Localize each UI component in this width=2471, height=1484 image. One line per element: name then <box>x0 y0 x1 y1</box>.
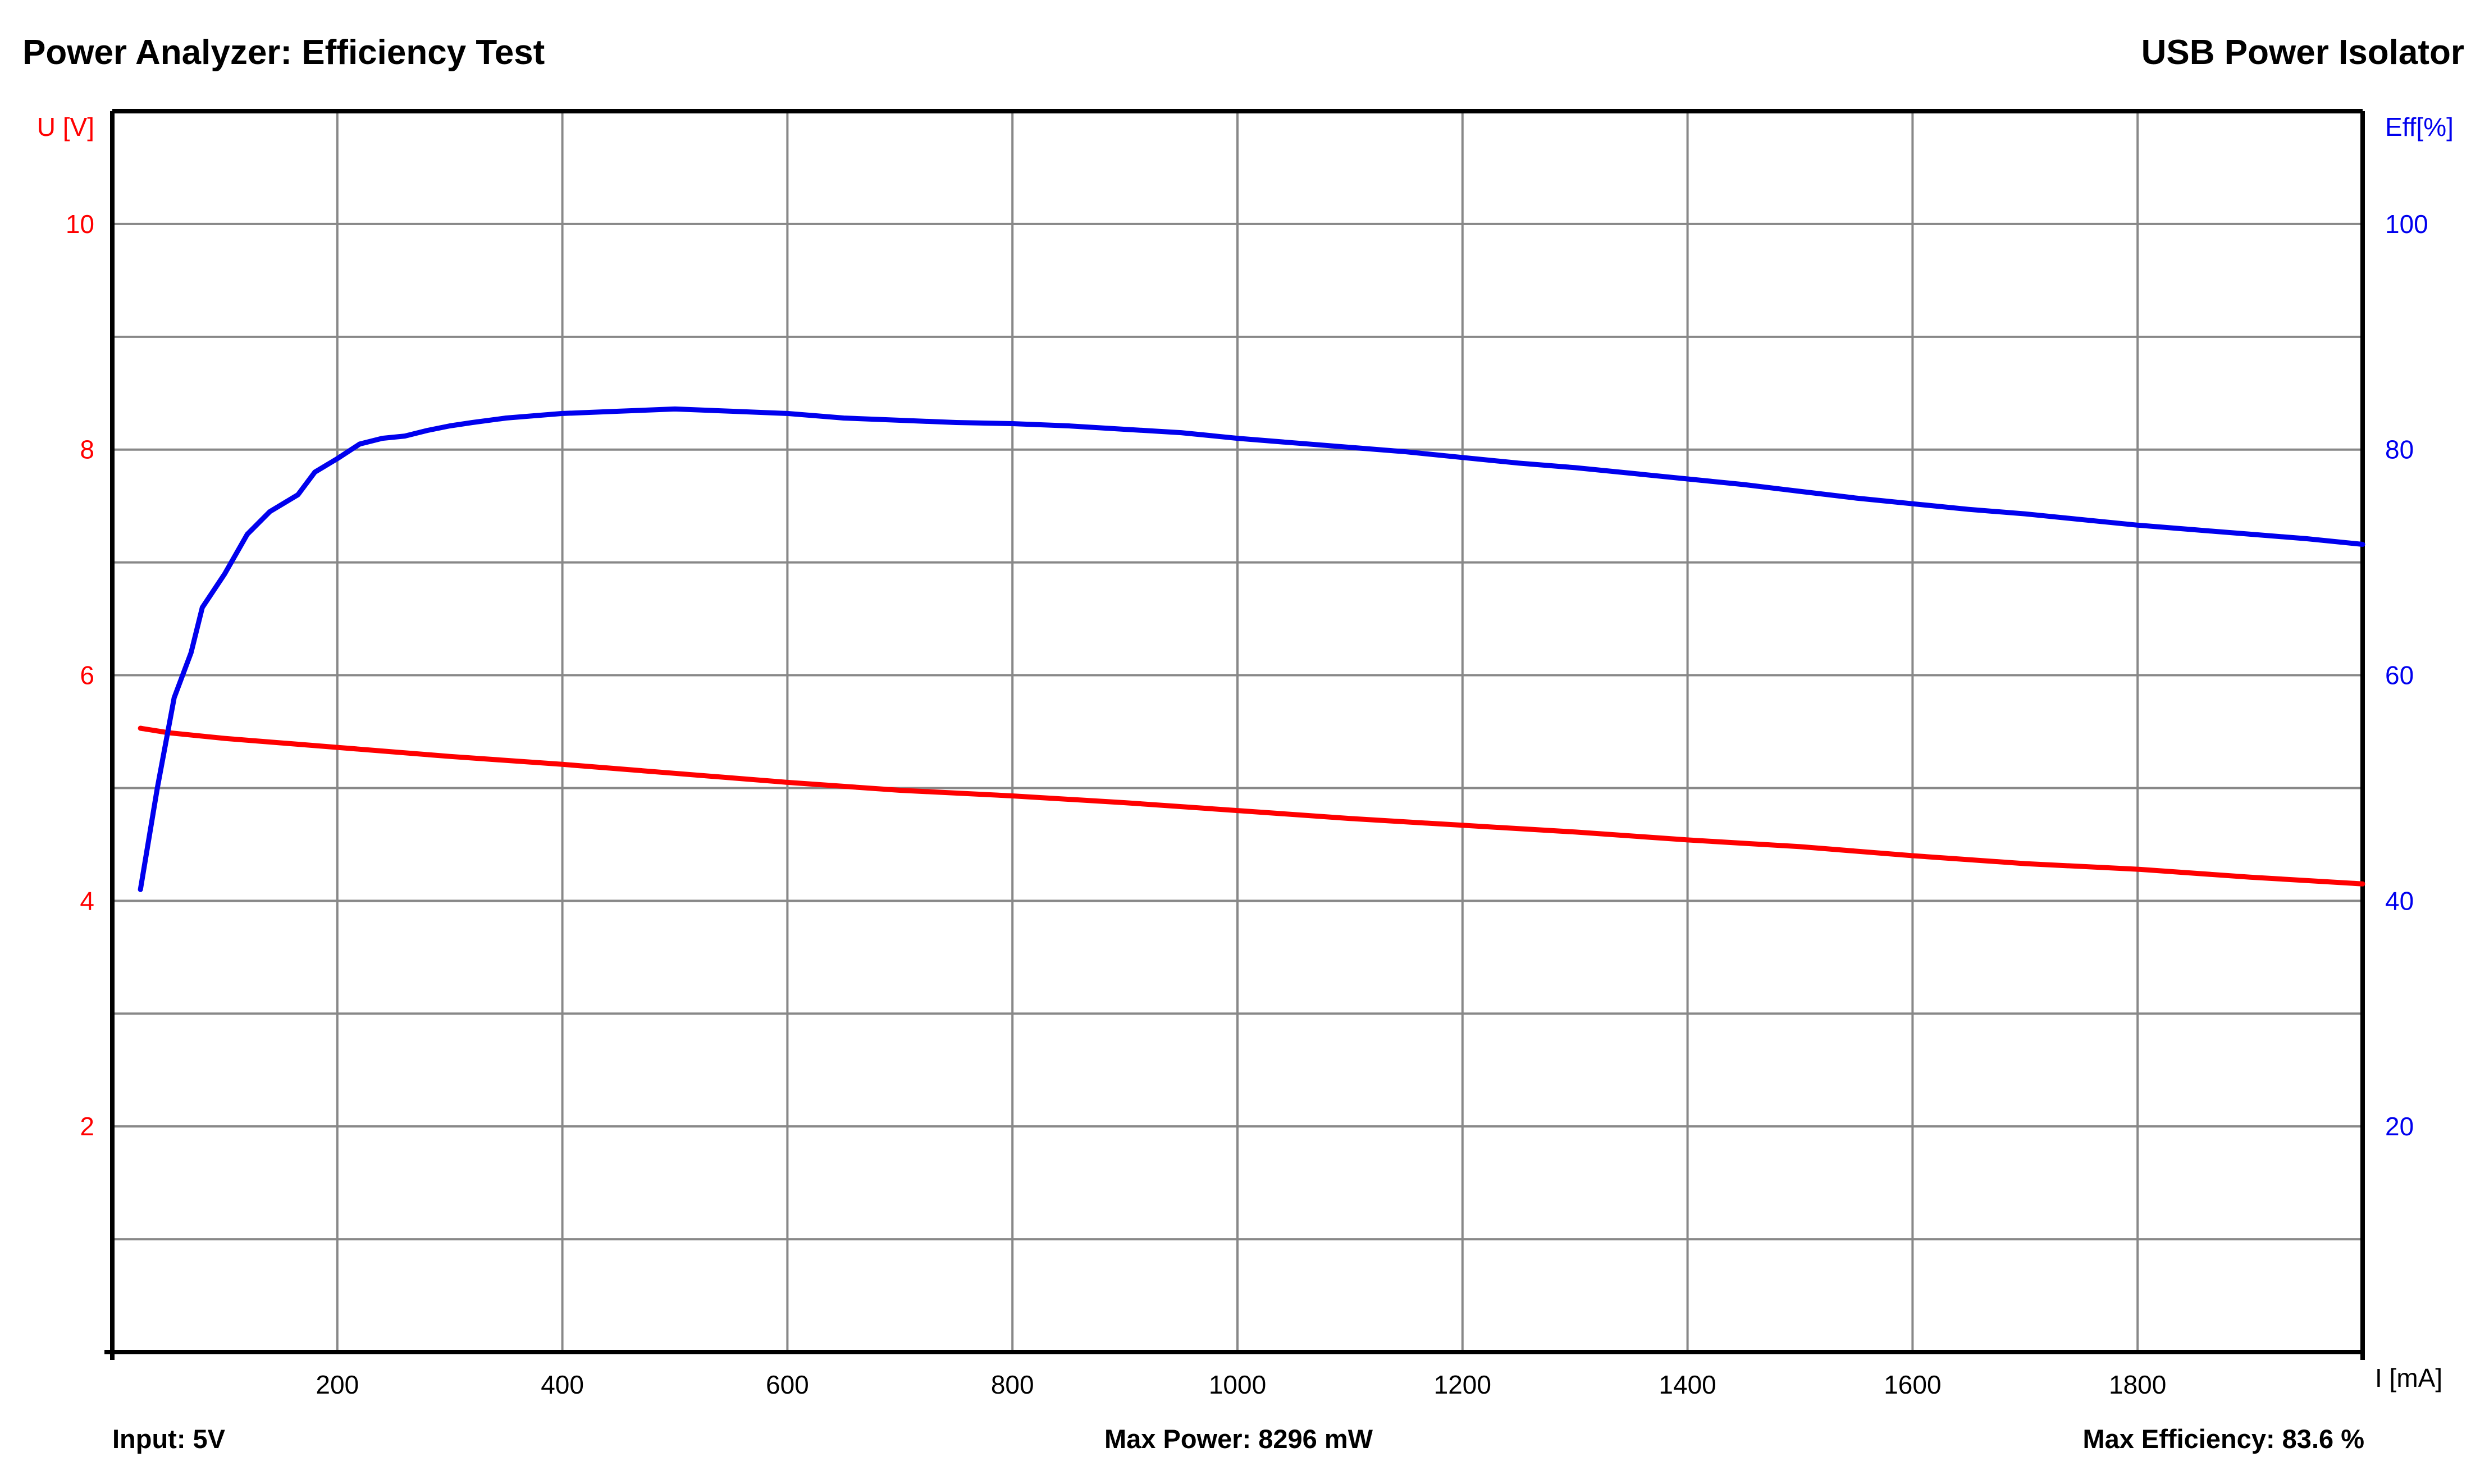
x-tick-label: 1200 <box>1434 1370 1491 1399</box>
x-tick-label: 200 <box>316 1370 359 1399</box>
x-tick-label: 1000 <box>1209 1370 1266 1399</box>
y-left-tick-label: 10 <box>66 209 94 239</box>
y-right-tick-label: 20 <box>2385 1112 2414 1141</box>
y-right-tick-label: 40 <box>2385 886 2414 915</box>
x-tick-label: 1600 <box>1884 1370 1941 1399</box>
y-right-tick-label: 80 <box>2385 435 2414 464</box>
efficiency-series-line <box>138 406 2365 892</box>
chart-title: Power Analyzer: Efficiency Test <box>22 33 545 72</box>
y-right-tick-label: 100 <box>2385 209 2428 239</box>
input-voltage-label: Input: 5V <box>112 1424 226 1454</box>
x-tick-label: 1800 <box>2109 1370 2166 1399</box>
y-right-axis-label: Eff[%] <box>2385 112 2454 141</box>
max-efficiency-label: Max Efficiency: 83.6 % <box>2082 1424 2364 1454</box>
y-left-axis-label: U [V] <box>37 112 94 141</box>
device-name: USB Power Isolator <box>2141 33 2464 72</box>
x-tick-label: 400 <box>541 1370 584 1399</box>
max-power-label: Max Power: 8296 mW <box>1104 1424 1373 1454</box>
voltage-series-line <box>138 725 2365 887</box>
x-tick-label: 800 <box>991 1370 1034 1399</box>
x-tick-label: 1400 <box>1659 1370 1716 1399</box>
y-right-tick-label: 60 <box>2385 661 2414 690</box>
x-tick-label: 600 <box>766 1370 809 1399</box>
y-left-tick-label: 8 <box>80 435 94 464</box>
y-left-tick-label: 2 <box>80 1112 94 1141</box>
x-axis-label: I [mA] <box>2375 1363 2442 1392</box>
y-left-tick-label: 4 <box>80 886 94 915</box>
y-left-tick-label: 6 <box>80 661 94 690</box>
